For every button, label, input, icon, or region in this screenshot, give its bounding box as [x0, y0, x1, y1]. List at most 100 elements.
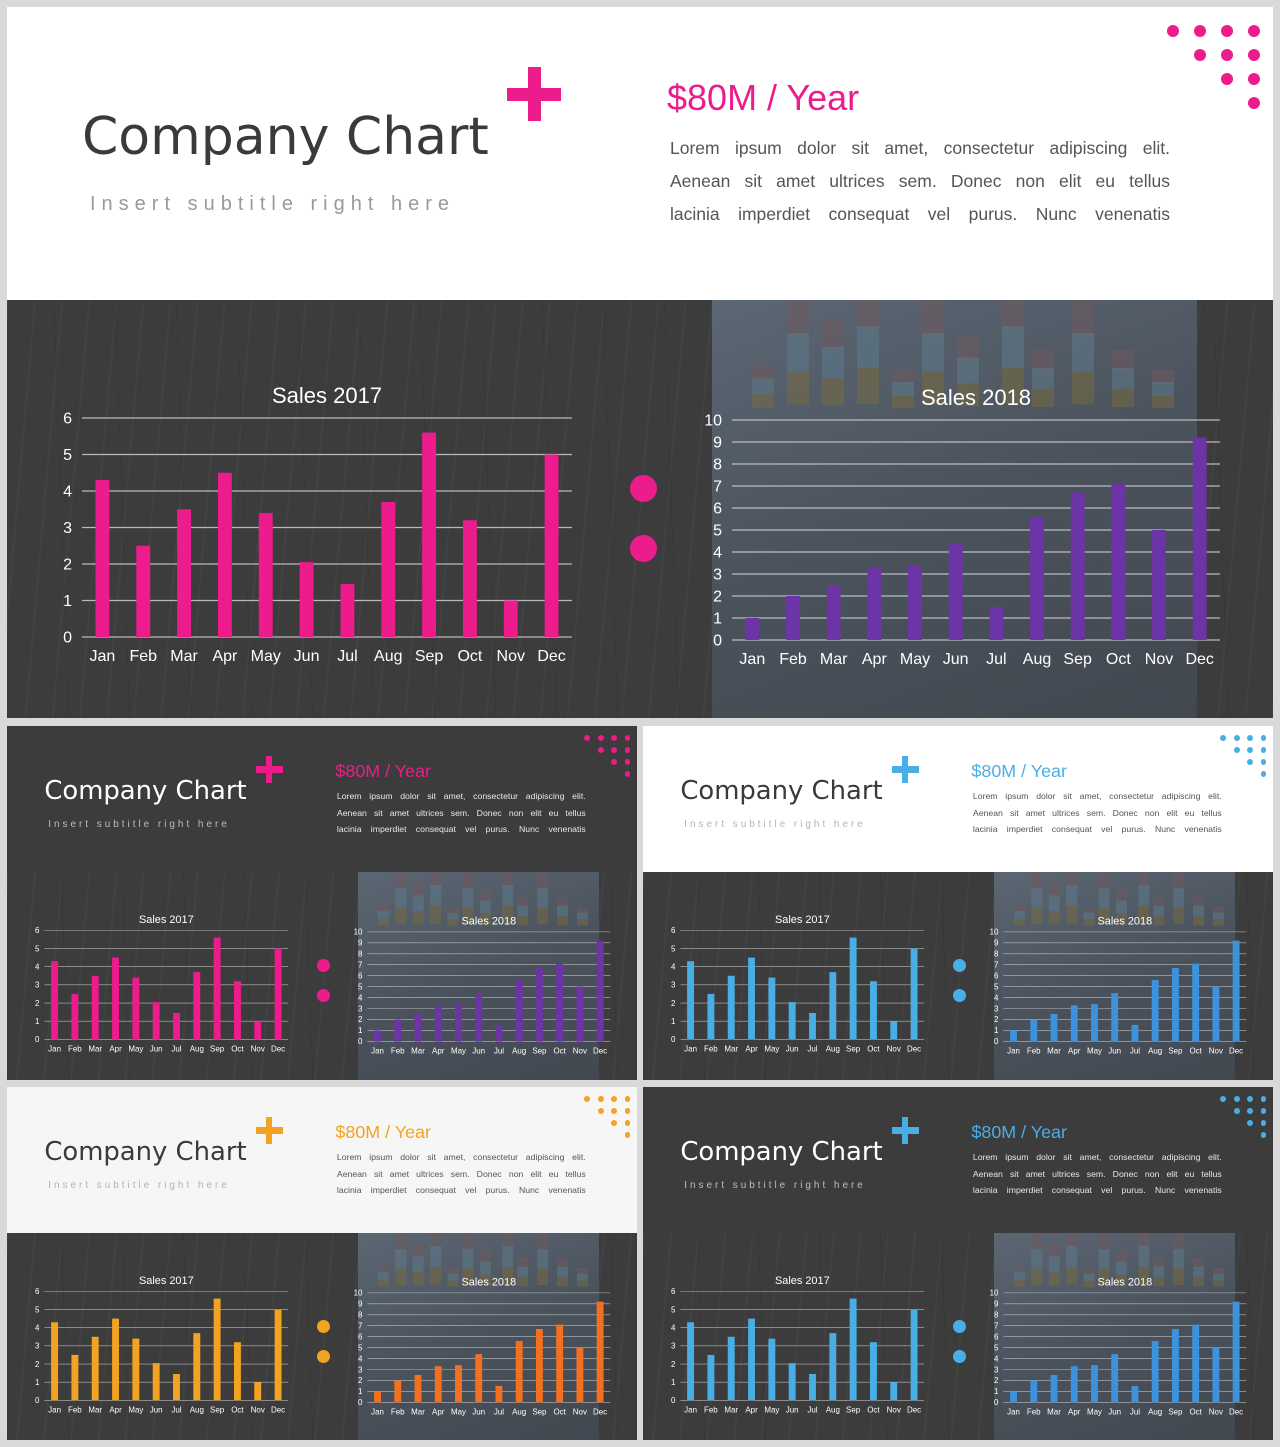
photo-decoration-segment	[922, 371, 944, 405]
x-tick-label: Oct	[554, 1407, 567, 1416]
x-tick-label: Jul	[807, 1406, 817, 1415]
photo-decoration-segment	[922, 333, 944, 372]
x-tick-label: Mar	[411, 1046, 425, 1055]
bar-mar	[1050, 1013, 1058, 1042]
y-tick-label: 6	[994, 971, 999, 980]
x-tick-label: Oct	[1106, 651, 1131, 668]
x-tick-label: Mar	[88, 1045, 102, 1054]
x-tick-label: Sep	[846, 1406, 861, 1415]
chart-area: Sales 2017 0 1 2 3 4 5 6 Jan Feb Mar Apr May Jun Jul Au…	[7, 872, 637, 1080]
bar-may	[768, 1338, 776, 1401]
x-tick-label: Mar	[820, 651, 848, 668]
photo-decoration-segment	[1138, 1266, 1150, 1285]
x-tick-label: Jul	[1130, 1046, 1140, 1055]
bar-jan	[1010, 1391, 1018, 1403]
y-tick-label: 3	[671, 1342, 676, 1351]
x-tick-label: Aug	[190, 1406, 204, 1415]
y-tick-label: 8	[713, 457, 722, 474]
revenue-amount: $80M / Year	[335, 760, 431, 781]
y-tick-label: 3	[35, 981, 40, 990]
x-tick-label: Jan	[90, 648, 116, 665]
bar-aug	[516, 979, 523, 1042]
photo-decoration-segment	[1083, 1267, 1095, 1275]
photo-decoration-segment	[1072, 300, 1094, 339]
bar-dec	[910, 1309, 918, 1401]
x-tick-label: Dec	[1229, 1407, 1243, 1416]
pattern-dot	[1247, 1119, 1254, 1126]
pattern-dot	[1167, 25, 1179, 37]
bar-nov	[1212, 1347, 1220, 1403]
description-text: Lorem ipsum dolor sit amet, consectetur …	[973, 788, 1222, 837]
x-tick-label: Jun	[1109, 1046, 1122, 1055]
photo-decoration-segment	[1138, 872, 1150, 888]
pattern-dot	[1260, 1119, 1267, 1126]
x-tick-label: Feb	[391, 1407, 405, 1416]
y-tick-label: 9	[358, 1299, 363, 1308]
description-text: Lorem ipsum dolor sit amet, consectetur …	[670, 132, 1170, 231]
pattern-dot	[611, 1095, 618, 1102]
photo-decoration-segment	[1048, 911, 1060, 925]
plus-icon-vertical	[527, 67, 541, 121]
pattern-dot	[1260, 746, 1267, 753]
bar-nov	[503, 600, 518, 637]
x-tick-label: Mar	[88, 1406, 102, 1415]
pattern-dot	[1260, 770, 1267, 777]
photo-decoration-segment	[479, 900, 491, 914]
photo-decoration-segment	[502, 1233, 514, 1249]
bar-mar	[177, 509, 192, 637]
photo-decoration-segment	[1098, 888, 1110, 908]
bar-nov	[576, 1347, 584, 1403]
bar-jan	[687, 1322, 694, 1401]
photo-decoration-segment	[1048, 881, 1060, 898]
bar-apr	[217, 472, 232, 637]
x-tick-label: Jan	[1007, 1407, 1020, 1416]
photo-decoration-segment	[1172, 907, 1184, 924]
photo-decoration-segment	[412, 881, 424, 898]
y-tick-label: 5	[63, 447, 72, 464]
description-line: Aenean sit amet ultrices sem. Donec non …	[670, 171, 1170, 191]
bar-apr	[747, 1318, 755, 1401]
y-tick-label: 9	[358, 938, 363, 947]
bar-jul	[989, 607, 1004, 640]
y-tick-label: 6	[35, 1288, 40, 1297]
photo-decoration-segment	[1112, 368, 1134, 389]
x-tick-label: May	[1087, 1407, 1102, 1416]
chart-1-svg: Sales 2018 0 1 2 3 4 5 6 7 8 9 10 Jan Feb Mar Apr May Jun…	[990, 1276, 1247, 1416]
photo-decoration-segment	[536, 872, 548, 892]
photo-decoration-segment	[395, 1249, 407, 1269]
bar-mar	[91, 1337, 99, 1401]
pattern-dot	[597, 746, 604, 753]
x-tick-label: Feb	[1027, 1046, 1041, 1055]
chart-0-svg: Sales 2017 0 1 2 3 4 5 6 Jan Feb Mar Apr May Jun Jul Au…	[63, 383, 572, 665]
photo-decoration-segment	[429, 884, 441, 906]
bar-nov	[1212, 986, 1220, 1042]
pattern-dot	[1248, 25, 1260, 37]
photo-decoration-segment	[1048, 1272, 1060, 1286]
x-tick-label: Mar	[724, 1406, 738, 1415]
chart-title: Sales 2017	[775, 1275, 830, 1287]
y-tick-label: 3	[713, 567, 722, 584]
x-tick-label: Jan	[684, 1406, 697, 1415]
photo-decoration-segment	[377, 1272, 389, 1280]
description-line: Lorem ipsum dolor sit amet, consectetur …	[336, 1152, 586, 1163]
photo-decoration-segment	[536, 907, 548, 924]
x-tick-label: Feb	[704, 1406, 718, 1415]
slide-header: Company Chart Insert subtitle right here $…	[7, 726, 637, 872]
pattern-dot	[1260, 1095, 1267, 1102]
bar-jul	[172, 1013, 180, 1040]
y-tick-label: 0	[713, 633, 722, 650]
y-tick-label: 0	[35, 1396, 40, 1405]
bar-jul	[172, 1374, 180, 1401]
y-tick-label: 4	[994, 993, 999, 1002]
y-tick-label: 2	[994, 1015, 999, 1024]
y-tick-label: 5	[35, 945, 40, 954]
x-tick-label: Jul	[986, 651, 1006, 668]
bar-jul	[495, 1385, 503, 1403]
x-tick-label: Jul	[171, 1406, 181, 1415]
pattern-dot	[1221, 49, 1233, 61]
bar-jun	[1111, 1354, 1119, 1403]
chart-area: Sales 2017 0 1 2 3 4 5 6 Jan Feb Mar Apr May Jun Jul Au…	[643, 1233, 1273, 1440]
x-tick-label: Apr	[745, 1045, 758, 1054]
x-tick-label: Dec	[907, 1406, 921, 1415]
bar-aug	[1152, 979, 1159, 1042]
